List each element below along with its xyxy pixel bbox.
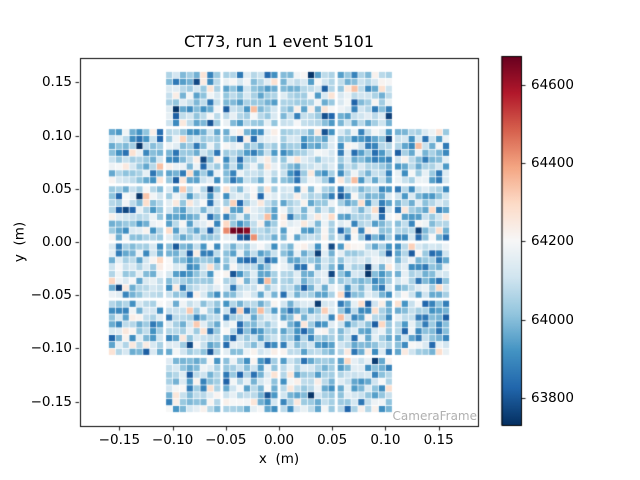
colorbar-tick-label: 64000 bbox=[531, 311, 574, 328]
x-tick-label: −0.05 bbox=[205, 432, 247, 448]
x-tick-label: 0.15 bbox=[423, 432, 454, 448]
cameraframe-watermark: CameraFrame bbox=[392, 409, 477, 423]
x-axis-label: x (m) bbox=[258, 451, 300, 467]
y-tick-label: 0.10 bbox=[41, 127, 72, 144]
y-tick-label: 0.15 bbox=[41, 74, 72, 91]
colorbar-tick-label: 64600 bbox=[531, 77, 574, 94]
colorbar-tick-label: 64400 bbox=[531, 155, 574, 172]
x-tick-label: 0.00 bbox=[263, 432, 295, 448]
x-tick-label: 0.10 bbox=[370, 432, 401, 448]
colorbar-tick-label: 63800 bbox=[531, 389, 574, 406]
colorbar-tick-label: 64200 bbox=[531, 233, 574, 250]
y-tick-label: −0.05 bbox=[30, 287, 72, 304]
y-tick-label: 0.05 bbox=[41, 180, 72, 197]
x-tick-label: −0.15 bbox=[98, 432, 141, 448]
x-tick-label: 0.05 bbox=[317, 432, 348, 448]
y-tick-label: −0.10 bbox=[30, 340, 72, 357]
y-tick-label: −0.15 bbox=[30, 393, 72, 410]
x-tick-label: −0.10 bbox=[151, 432, 194, 448]
y-tick-label: 0.00 bbox=[41, 234, 72, 250]
chart-title: CT73, run 1 event 5101 bbox=[183, 32, 375, 51]
